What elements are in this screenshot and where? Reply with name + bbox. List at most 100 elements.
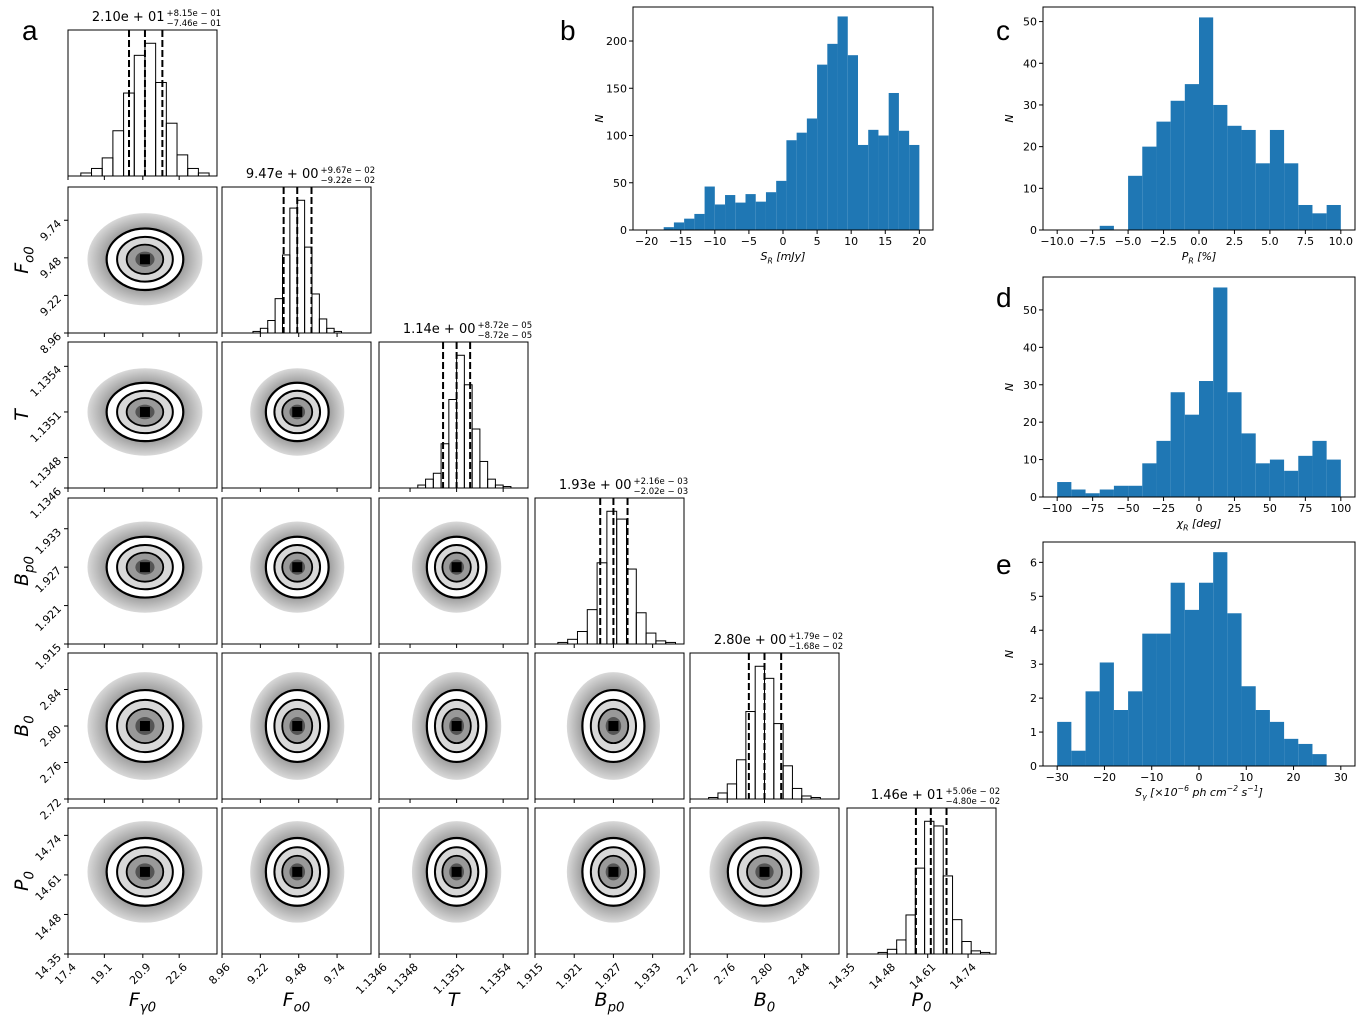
label-part: [deg] <box>1189 517 1222 530</box>
hist-bar <box>755 201 766 230</box>
hist-bar <box>1156 440 1171 497</box>
hist-bar <box>176 154 189 177</box>
density-peak <box>139 562 150 573</box>
hist-bar <box>714 204 726 230</box>
x-axis-label: χR [deg] <box>1176 517 1222 532</box>
hist-bar <box>933 825 944 955</box>
hist-bar <box>909 144 920 230</box>
hist-bar <box>259 327 269 334</box>
hist-bar <box>1255 463 1270 497</box>
y-tick-label: 0 <box>1030 224 1037 237</box>
hist-bar <box>1269 459 1285 497</box>
hist-bar <box>878 135 889 230</box>
diag-title-minus: −7.46e − 01 <box>167 19 222 29</box>
axes-frame <box>378 807 529 955</box>
y-axis-label: Fo0 <box>11 246 38 274</box>
y-tick-label: 0 <box>620 224 627 237</box>
x-axis-label: P0 <box>912 989 932 1016</box>
hist-bar <box>197 172 210 177</box>
hist-bar <box>765 192 777 230</box>
y-tick-label: 2.84 <box>38 686 65 713</box>
x-tick-label: 22.6 <box>163 961 190 988</box>
hist-bar <box>1142 146 1157 230</box>
y-tick-label: 0 <box>1030 491 1037 504</box>
hist-bar <box>970 950 981 955</box>
y-tick-label: 30 <box>1023 379 1037 392</box>
label-part: γ0 <box>140 1001 156 1016</box>
x-tick-label: 0 <box>780 235 787 248</box>
hist-bar <box>274 298 283 334</box>
diag-title: 2.80e + 00 <box>714 633 787 648</box>
diag-title-plus: +5.06e − 02 <box>946 787 1001 797</box>
y-tick-label: 1.915 <box>33 641 64 672</box>
label-part: o0 <box>23 246 38 263</box>
hist-bar <box>786 140 797 230</box>
hist-bar <box>567 638 578 645</box>
hist-bar <box>155 81 167 177</box>
hist-bar <box>1113 710 1129 766</box>
hist-bar <box>1128 485 1143 497</box>
hist-bar <box>333 330 342 334</box>
y-tick-label: 1.1348 <box>28 455 64 491</box>
y-tick-label: 1.1351 <box>28 409 64 445</box>
hist-bar <box>144 42 157 177</box>
hist-bar <box>663 227 674 230</box>
x-tick-label: −5 <box>741 235 757 248</box>
label-part: −1 <box>1247 784 1258 793</box>
hist-bar <box>1156 633 1171 766</box>
hist-bar <box>886 948 898 955</box>
y-tick-label: 14.48 <box>33 911 64 942</box>
diag-title-plus: +8.72e − 05 <box>478 321 533 331</box>
hist-bar <box>645 632 657 645</box>
x-tick-label: −7.5 <box>1079 235 1106 248</box>
y-tick-label: 10 <box>1023 454 1037 467</box>
y-axis-label: T <box>11 408 33 421</box>
axes-frame <box>378 652 529 800</box>
hist-bar <box>764 677 775 800</box>
density-peak <box>608 721 619 731</box>
x-tick-label: 1.1346 <box>353 961 389 997</box>
axes-frame <box>846 807 997 955</box>
hist-bar <box>252 330 261 334</box>
label-part: s <box>1238 786 1247 799</box>
x-axis-label: Fo0 <box>283 989 311 1016</box>
hist-bar <box>1199 17 1214 230</box>
x-axis-label: PR [%] <box>1182 250 1217 265</box>
y-tick-label: 8.96 <box>38 330 65 357</box>
label-part: R <box>768 256 773 265</box>
y-axis-label: N <box>1003 114 1016 122</box>
density-peak <box>139 721 150 731</box>
axes-frame <box>534 807 685 955</box>
hist-bar <box>586 609 598 645</box>
hist-bar <box>1326 204 1341 230</box>
y-axis-label: B0 <box>11 715 38 737</box>
axes-frame <box>534 652 685 800</box>
hist-bar <box>1142 463 1157 497</box>
hist-bar <box>1269 721 1285 766</box>
hist-bar <box>708 796 719 800</box>
density-peak <box>759 866 770 877</box>
hist-bar <box>776 180 787 230</box>
y-tick-label: 1.1354 <box>28 363 64 399</box>
y-tick-label: 5 <box>1030 590 1037 603</box>
density-peak <box>139 254 150 265</box>
hist-bar <box>112 130 125 177</box>
hist-bar <box>1241 686 1256 766</box>
density-peak <box>292 562 303 573</box>
hist-bar <box>673 222 685 230</box>
hist-bar <box>133 54 146 177</box>
diag-title: 2.10e + 01 <box>92 10 165 25</box>
hist-bar <box>1284 738 1299 766</box>
y-tick-label: 40 <box>1023 341 1037 354</box>
x-tick-label: −100 <box>1042 502 1072 515</box>
hist-bar <box>905 914 916 955</box>
label-part: χ <box>1176 517 1184 530</box>
hist-bar <box>791 787 803 800</box>
y-tick-label: 2.76 <box>38 759 65 786</box>
hist-bar <box>827 43 838 230</box>
x-tick-label: 1.933 <box>632 961 663 992</box>
diag-title-plus: +1.79e − 02 <box>789 632 844 642</box>
diag-title-minus: −4.80e − 02 <box>946 797 1001 807</box>
y-tick-label: 30 <box>1023 99 1037 112</box>
